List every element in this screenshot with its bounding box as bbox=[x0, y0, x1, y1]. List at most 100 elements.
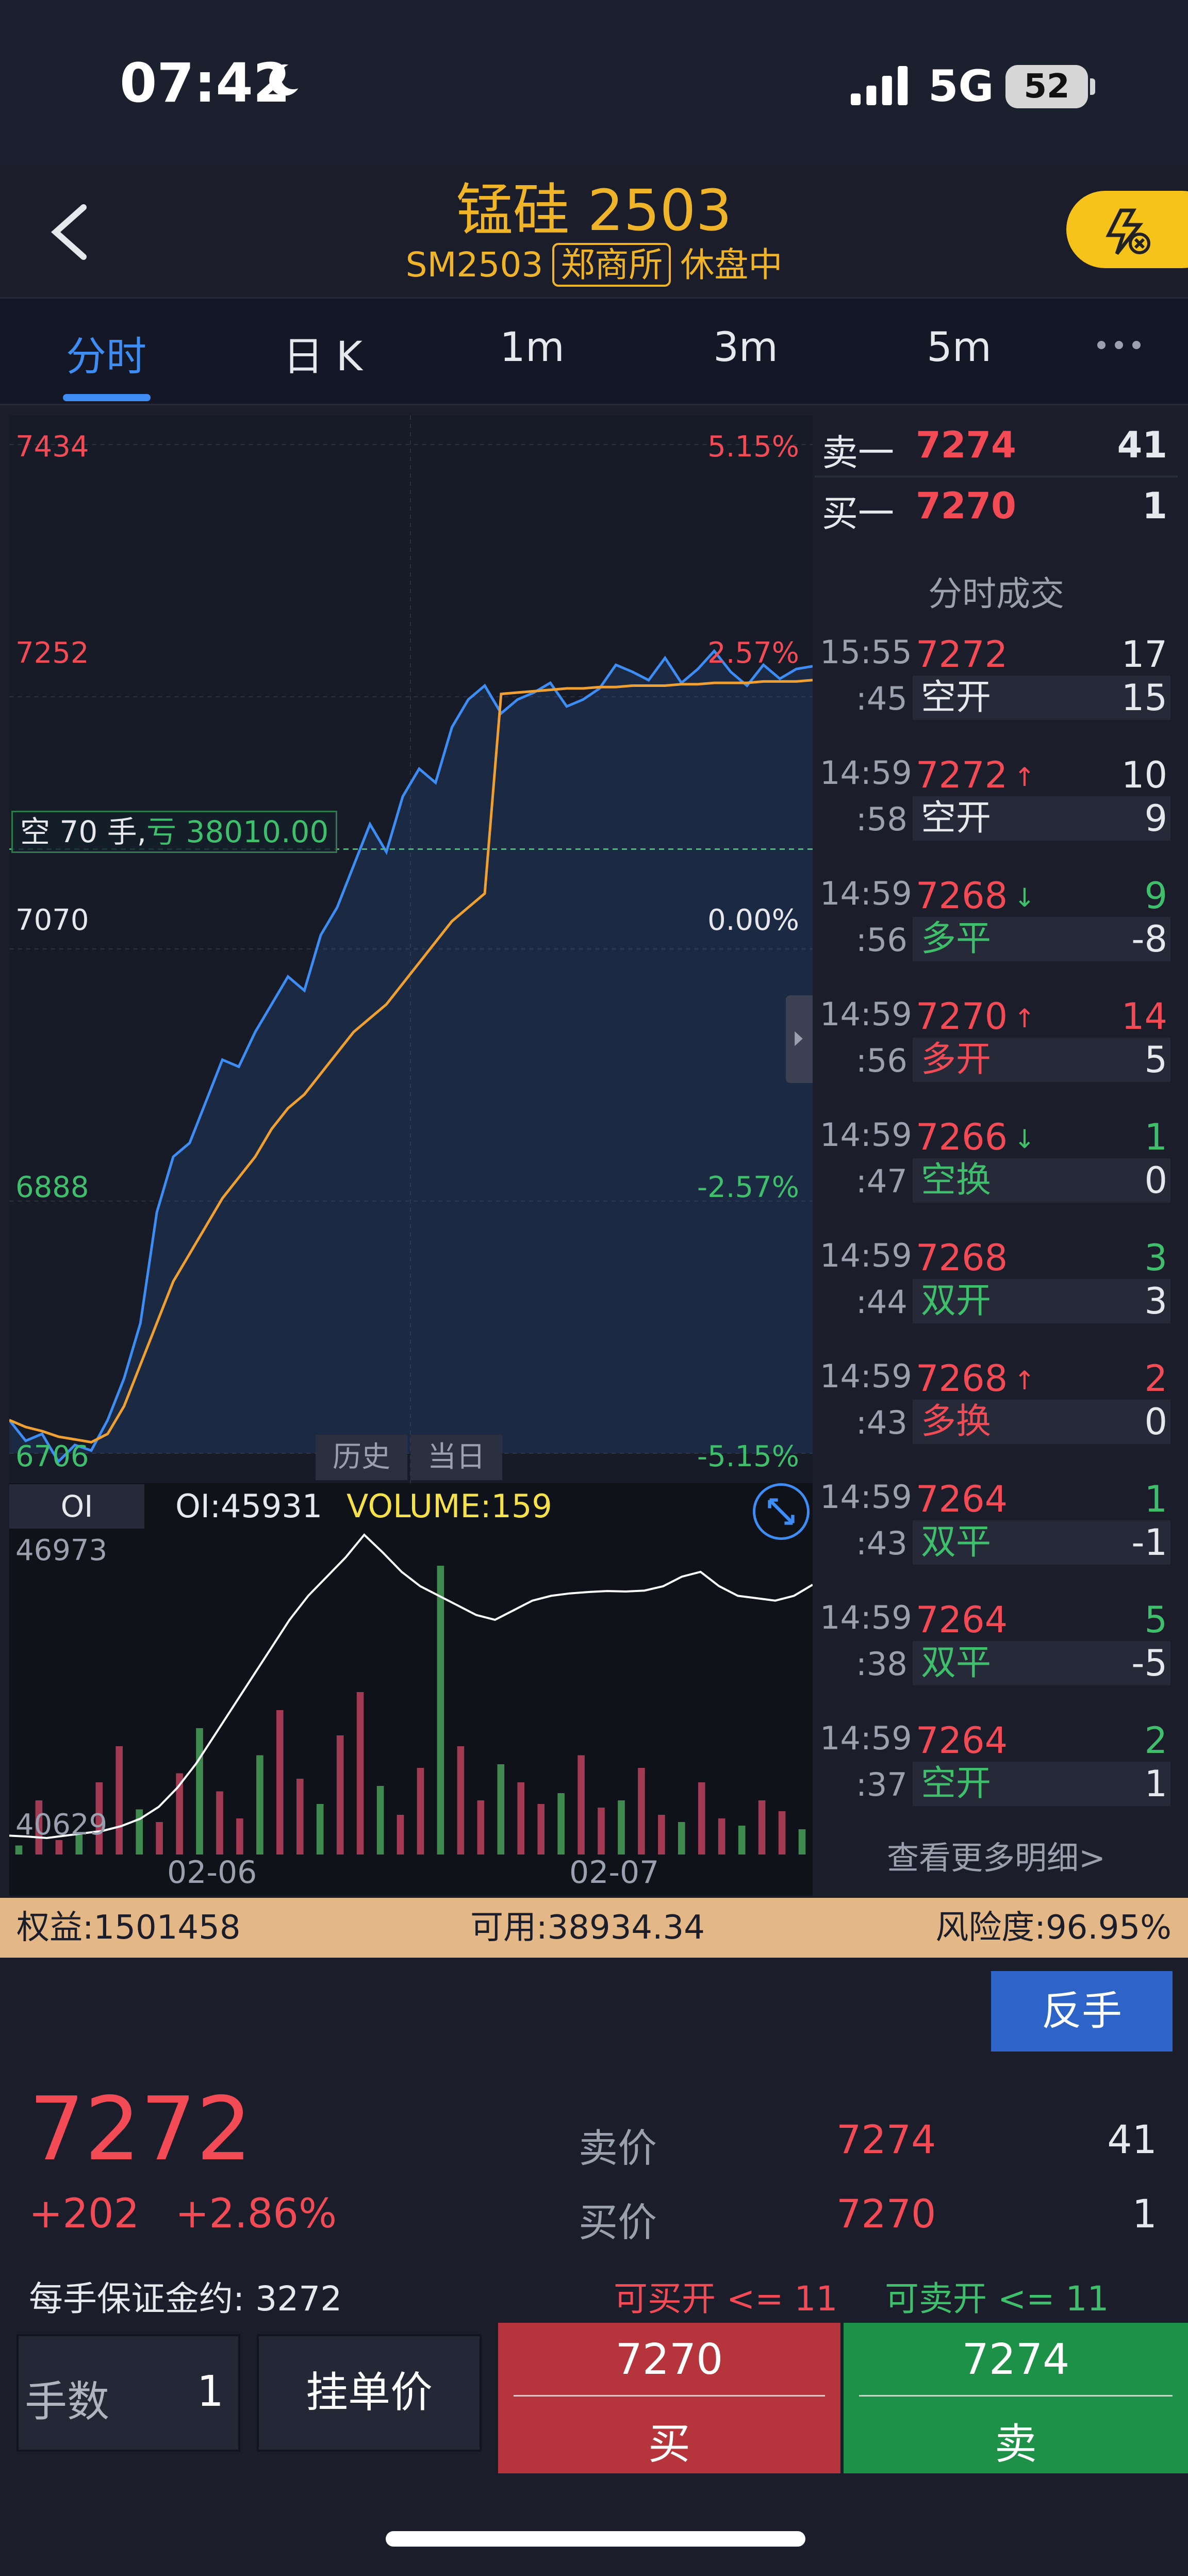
order-book-panel: 卖一 7274 41 买一 7270 1 分时成交 15:55 空开:45 7272… bbox=[815, 413, 1178, 1893]
buy-button-label: 买 bbox=[648, 2420, 690, 2469]
y-tick-label: 7252 bbox=[15, 636, 89, 670]
tick-price: 7264 bbox=[916, 1599, 1008, 1641]
tick-row: 14:59 多换:43 7268 ↑ 2 0 bbox=[815, 1357, 1178, 1476]
volume-bar bbox=[176, 1773, 183, 1855]
ask-price-qty: 41 bbox=[1107, 2116, 1157, 2162]
tick-seconds: :44 bbox=[856, 1283, 908, 1321]
tick-quantity: 14 bbox=[1121, 995, 1167, 1038]
limit-price-button[interactable]: 挂单价 bbox=[257, 2334, 482, 2452]
volume-bar bbox=[156, 1822, 163, 1855]
bid-label: 买一 bbox=[822, 493, 894, 535]
tick-type: 空开 bbox=[921, 798, 992, 839]
home-indicator[interactable] bbox=[386, 2531, 805, 2547]
more-details-link[interactable]: 查看更多明细> bbox=[887, 1839, 1106, 1877]
volume-bar bbox=[236, 1818, 243, 1855]
lots-stepper[interactable]: 手数 1 bbox=[16, 2334, 240, 2452]
lots-value[interactable]: 1 bbox=[196, 2367, 224, 2416]
tick-seconds: :56 bbox=[856, 921, 908, 959]
bid-price-label: 买价 bbox=[579, 2200, 657, 2245]
bid-price-value: 7270 bbox=[836, 2191, 936, 2237]
tick-row: 14:59 多开:56 7270 ↑ 14 5 bbox=[815, 995, 1178, 1114]
buy-button-price: 7270 bbox=[615, 2335, 723, 2384]
volume-bar bbox=[798, 1829, 806, 1855]
volume-bar bbox=[738, 1826, 746, 1855]
fullscreen-button[interactable] bbox=[753, 1483, 810, 1540]
position-pnl: 亏 38010.00 bbox=[146, 814, 329, 849]
tick-direction-icon: ↑ bbox=[1014, 1004, 1035, 1033]
sell-button[interactable]: 7274 卖 bbox=[844, 2323, 1188, 2473]
volume-bar bbox=[196, 1728, 203, 1855]
bid-quantity: 1 bbox=[1142, 485, 1167, 527]
oi-tab[interactable]: OI bbox=[60, 1489, 93, 1524]
lots-label: 手数 bbox=[25, 2377, 110, 2426]
battery-icon: 52 bbox=[1005, 65, 1088, 108]
back-icon[interactable] bbox=[46, 201, 93, 263]
tab-daily-k[interactable]: 日 K bbox=[283, 334, 362, 380]
tick-type-cell: 多换 bbox=[913, 1400, 1170, 1444]
volume-bar bbox=[557, 1793, 565, 1855]
tick-quantity: 5 bbox=[1144, 1599, 1167, 1641]
tick-price: 7266 bbox=[916, 1116, 1008, 1158]
more-icon[interactable] bbox=[1093, 330, 1145, 360]
max-buy-open: 可买开 <= 11 bbox=[614, 2279, 838, 2319]
tick-row: 14:59 空开:58 7272 ↑ 10 9 bbox=[815, 754, 1178, 873]
tick-price: 7272 bbox=[916, 754, 1008, 796]
tick-price: 7272 bbox=[916, 633, 1008, 676]
tick-seconds: :58 bbox=[856, 800, 908, 838]
signal-icon bbox=[851, 66, 908, 105]
active-tab-indicator bbox=[63, 394, 151, 401]
pct-tick-label: -5.15% bbox=[697, 1440, 799, 1473]
tick-type: 多换 bbox=[921, 1401, 992, 1442]
chevron-right-icon bbox=[795, 1031, 803, 1046]
tick-oi-change: 1 bbox=[1144, 1763, 1167, 1805]
tick-type: 双开 bbox=[921, 1281, 992, 1321]
volume-bar bbox=[75, 1833, 83, 1855]
tick-time: 15:55 bbox=[820, 633, 912, 671]
chart-expand-handle[interactable] bbox=[786, 995, 813, 1083]
period-tabs: 分时 日 K 1m 3m 5m bbox=[0, 297, 1188, 405]
tick-oi-change: 0 bbox=[1144, 1401, 1167, 1443]
tick-type: 空开 bbox=[921, 1763, 992, 1804]
price-area-fill bbox=[9, 651, 813, 1462]
tick-quantity: 9 bbox=[1144, 875, 1167, 917]
series-average-line bbox=[9, 679, 813, 1444]
today-button[interactable]: 当日 bbox=[410, 1435, 502, 1480]
tick-type-cell: 双平 bbox=[913, 1641, 1170, 1685]
tick-type-cell: 空开 bbox=[913, 796, 1170, 841]
tick-row: 15:55 空开:45 7272 17 15 bbox=[815, 633, 1178, 752]
tab-3m[interactable]: 3m bbox=[713, 324, 778, 371]
volume-bar bbox=[376, 1786, 384, 1855]
tab-5m[interactable]: 5m bbox=[927, 324, 992, 371]
series-price-line bbox=[9, 649, 813, 1464]
tick-seconds: :43 bbox=[856, 1404, 908, 1441]
oi-readout: OI:45931 bbox=[175, 1487, 323, 1525]
quick-order-button[interactable] bbox=[1066, 191, 1188, 268]
ask-quantity: 41 bbox=[1117, 424, 1167, 466]
tick-time: 14:59 bbox=[820, 875, 912, 912]
oi-min-label: 40629 bbox=[15, 1808, 108, 1842]
volume-bar bbox=[296, 1779, 304, 1855]
reverse-position-button[interactable]: 反手 bbox=[991, 1971, 1173, 2052]
buy-button[interactable]: 7270 买 bbox=[498, 2323, 840, 2473]
volume-bar bbox=[618, 1800, 625, 1855]
volume-bar bbox=[276, 1710, 284, 1855]
tick-quantity: 2 bbox=[1144, 1719, 1167, 1762]
y-tick-label: 6888 bbox=[15, 1171, 89, 1204]
volume-bar bbox=[517, 1782, 524, 1855]
tab-timeshare[interactable]: 分时 bbox=[65, 334, 146, 380]
chart-canvas bbox=[9, 416, 813, 1896]
tick-type-cell: 双开 bbox=[913, 1279, 1170, 1323]
tick-oi-change: 5 bbox=[1144, 1039, 1167, 1081]
volume-bar bbox=[678, 1822, 685, 1855]
tick-oi-change: 15 bbox=[1121, 677, 1167, 719]
volume-bar bbox=[136, 1809, 143, 1855]
tick-price: 7268 bbox=[916, 875, 1008, 917]
volume-bar bbox=[698, 1782, 705, 1855]
price-change: +202 bbox=[29, 2191, 140, 2237]
history-button[interactable]: 历史 bbox=[316, 1435, 407, 1480]
tick-direction-icon: ↓ bbox=[1014, 883, 1035, 913]
tab-1m[interactable]: 1m bbox=[500, 324, 565, 371]
volume-bar bbox=[437, 1566, 444, 1855]
tick-direction-icon: ↓ bbox=[1014, 1124, 1035, 1154]
timeshare-chart[interactable]: 7434 7252 7070 6888 6706 5.15% 2.57% 0.0… bbox=[9, 416, 813, 1896]
